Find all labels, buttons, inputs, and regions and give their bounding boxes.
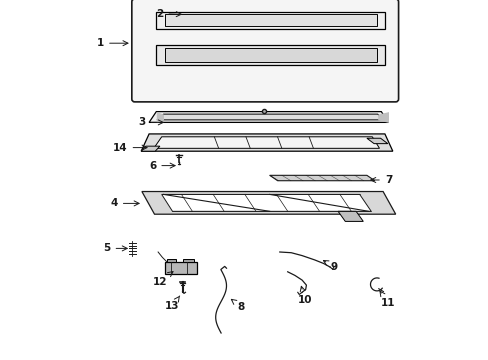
Text: 14: 14 <box>113 143 147 153</box>
Polygon shape <box>167 259 176 262</box>
FancyBboxPatch shape <box>132 0 398 102</box>
Polygon shape <box>269 175 374 181</box>
Polygon shape <box>164 48 376 62</box>
Polygon shape <box>141 146 160 151</box>
Polygon shape <box>366 138 387 144</box>
Polygon shape <box>156 12 384 29</box>
Polygon shape <box>149 112 387 122</box>
Polygon shape <box>164 14 376 26</box>
Polygon shape <box>183 259 194 262</box>
Polygon shape <box>142 192 395 214</box>
Polygon shape <box>157 114 384 120</box>
Text: 3: 3 <box>138 117 163 127</box>
Polygon shape <box>337 211 363 221</box>
Text: 6: 6 <box>149 161 175 171</box>
Text: 1: 1 <box>97 38 128 48</box>
Text: 8: 8 <box>231 300 244 312</box>
Text: 4: 4 <box>110 198 139 208</box>
Polygon shape <box>156 45 384 65</box>
Polygon shape <box>164 262 197 274</box>
Text: 13: 13 <box>165 296 180 311</box>
Text: 11: 11 <box>379 291 395 308</box>
Polygon shape <box>162 194 370 211</box>
Text: 10: 10 <box>297 286 312 305</box>
Text: 5: 5 <box>103 243 127 253</box>
Text: 7: 7 <box>370 175 391 185</box>
Text: 2: 2 <box>156 9 181 19</box>
Text: 9: 9 <box>323 261 337 272</box>
Polygon shape <box>153 137 379 148</box>
Polygon shape <box>141 134 392 151</box>
Text: 12: 12 <box>152 271 173 287</box>
